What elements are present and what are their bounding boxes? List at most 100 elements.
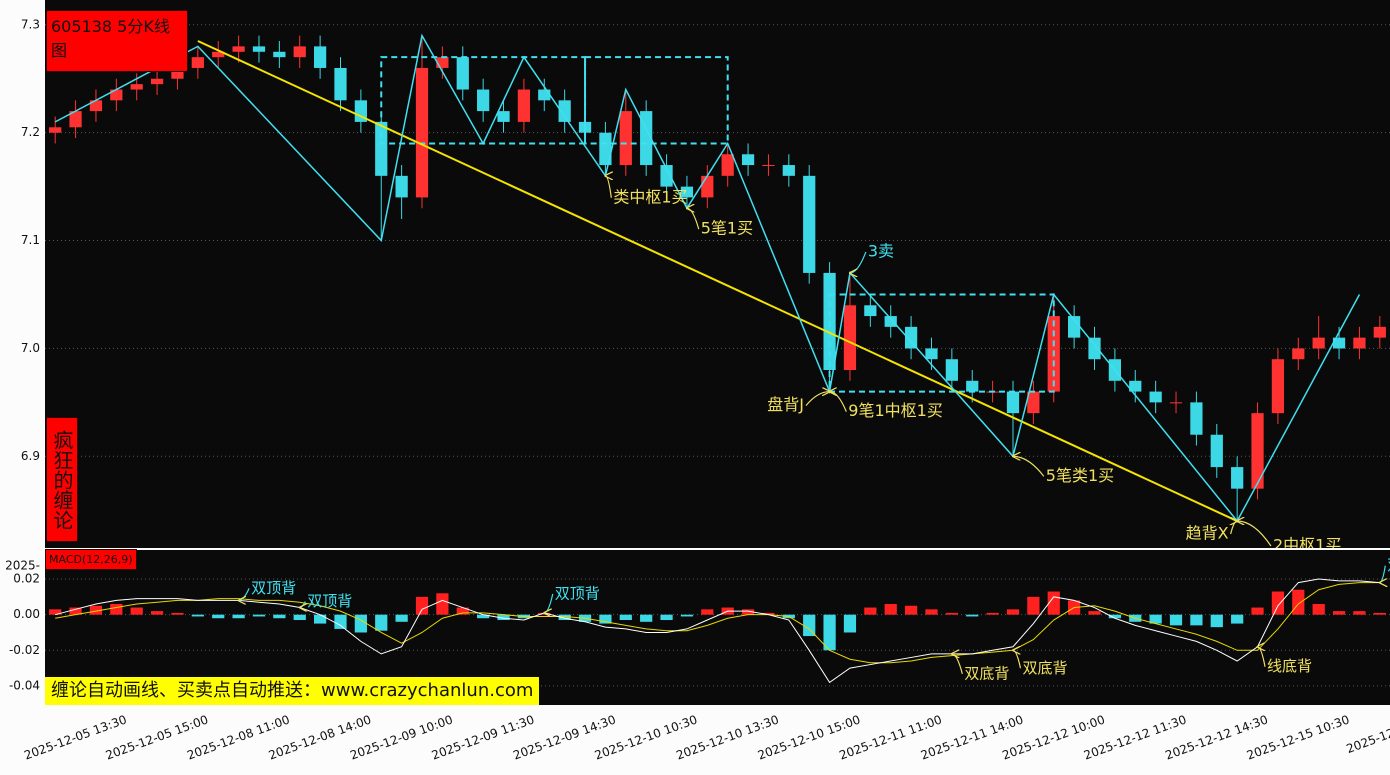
candle-body (741, 154, 755, 166)
candle-body (497, 111, 510, 122)
candle-body (1088, 337, 1101, 360)
candle-body (1353, 337, 1366, 349)
macd-bar (884, 603, 897, 615)
annotation: 9笔1中枢1买 (848, 401, 943, 420)
annotation: 双底背 (964, 664, 1009, 682)
macd-bar (1108, 614, 1121, 619)
candle-body (1129, 380, 1142, 392)
candle-body (517, 89, 531, 122)
macd-bar (945, 612, 958, 615)
macd-bar (232, 614, 245, 619)
candle-body (1149, 391, 1162, 403)
candle-body (1006, 391, 1020, 414)
candle-body (130, 84, 143, 90)
macd-bar (1312, 603, 1325, 615)
candle-body (415, 67, 429, 198)
macd-bar (1027, 596, 1040, 615)
annotation-arrow (952, 654, 963, 675)
annotation-arrow (830, 392, 847, 412)
y-tick-label: -0.04 (9, 678, 40, 692)
macd-bar (1373, 612, 1386, 615)
annotation: 盘背J (767, 395, 804, 414)
candle-body (803, 175, 816, 273)
macd-bar (762, 612, 775, 615)
macd-bar (864, 607, 877, 615)
macd-bar (49, 609, 62, 615)
candle-body (375, 121, 388, 176)
candle-body (334, 67, 347, 101)
candle-body (49, 127, 62, 133)
macd-bar (1149, 614, 1162, 624)
stroke-line (54, 33, 1361, 523)
macd-bar (415, 596, 429, 615)
macd-bar (1169, 614, 1183, 626)
macd-bar (212, 614, 225, 619)
candle-body (314, 46, 327, 68)
y-tick-label: 7.3 (21, 17, 40, 31)
annotation-arrow (850, 251, 867, 273)
candle-body (680, 186, 694, 198)
candle-body (864, 305, 877, 317)
dif-line (55, 578, 1380, 684)
macd-bar (456, 607, 469, 615)
x-tick-label: 2025-12-15 (1344, 719, 1390, 756)
candle-body (110, 89, 123, 101)
candle-body (252, 46, 266, 52)
candle-body (660, 165, 673, 187)
chart-title: 605138 5分K线图 (46, 10, 188, 72)
pivot-box (584, 56, 729, 145)
macd-bar (110, 603, 123, 615)
candle-body (150, 78, 164, 85)
candle-body (232, 46, 245, 52)
candle-body (1373, 326, 1386, 338)
corner-label: 2025- (5, 559, 40, 573)
y-tick-label: 7.1 (21, 233, 40, 247)
main-panel (45, 0, 1390, 548)
macd-bar (130, 607, 143, 615)
candle-body (904, 326, 918, 349)
macd-bar (803, 614, 816, 637)
macd-bar (191, 614, 204, 617)
trend-line (197, 40, 1238, 522)
candle-body (477, 89, 490, 112)
annotation: 双顶背 (251, 579, 296, 597)
macd-bar (1088, 611, 1101, 615)
y-tick-label: 0.00 (13, 607, 40, 621)
macd-bar (252, 614, 266, 617)
macd-bar (1210, 614, 1223, 628)
candle-body (456, 57, 469, 90)
candle-body (843, 305, 857, 371)
candle-body (354, 100, 367, 122)
annotation-arrow (1258, 647, 1266, 667)
candle-body (1251, 413, 1264, 489)
macd-bar (966, 614, 979, 617)
candle-body (538, 89, 551, 101)
macd-bar (273, 614, 286, 619)
banner: 缠论自动画线、买卖点自动推送：www.crazychanlun.com (45, 677, 540, 705)
annotation: 双顶背 (307, 592, 352, 610)
macd-bar (843, 614, 857, 633)
macd-bar (1271, 591, 1285, 615)
macd-bar (1353, 611, 1366, 615)
annotation: 2中枢1买 (1273, 536, 1341, 555)
macd-bar (69, 607, 82, 615)
candle-body (69, 111, 82, 128)
macd-bar (1332, 611, 1346, 615)
annotation-arrow (1237, 521, 1272, 547)
macd-bar (1292, 589, 1305, 615)
annotation: 双 (1387, 556, 1390, 574)
macd-bar (640, 614, 653, 622)
side-label: 疯狂的缠论 (46, 417, 78, 542)
macd-bar (986, 612, 999, 615)
candle-body (966, 380, 979, 392)
dea-line (55, 582, 1380, 664)
macd-bar (904, 605, 918, 615)
macd-bar (741, 609, 755, 615)
annotation: 类中枢1买 (613, 187, 687, 206)
candle-body (925, 348, 938, 360)
candle-body (619, 111, 632, 166)
macd-bar (619, 614, 632, 621)
